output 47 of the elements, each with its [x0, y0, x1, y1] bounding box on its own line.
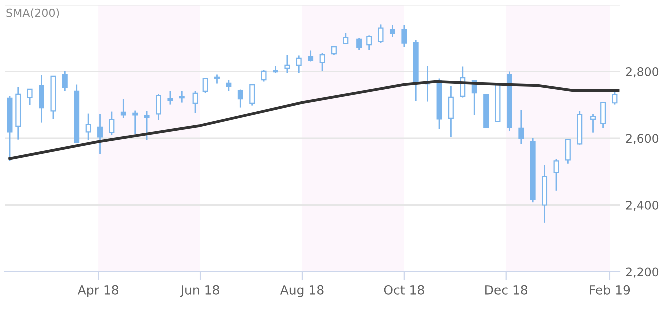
candlestick	[156, 94, 162, 121]
candlestick	[402, 24, 408, 48]
candlestick	[238, 89, 244, 108]
candlestick	[284, 54, 290, 74]
annotation: SMA(200)	[6, 8, 60, 19]
candlestick	[98, 114, 103, 155]
candlestick	[109, 111, 115, 136]
candlestick	[600, 101, 606, 129]
candlestick	[120, 98, 126, 120]
y-tick-label: 2,600	[626, 134, 659, 144]
candlestick	[554, 158, 560, 192]
x-tick-label: Apr 18	[78, 285, 118, 298]
candlestick	[518, 109, 524, 145]
candlestick	[226, 80, 232, 92]
line-series	[8, 80, 620, 160]
candlestick	[320, 52, 326, 72]
candlestick	[168, 90, 174, 106]
candlestick	[202, 78, 208, 94]
x-tick-label: Oct 18	[384, 285, 424, 295]
candlestick	[343, 32, 349, 44]
candlestick	[192, 90, 198, 114]
candlestick	[356, 38, 362, 52]
candlestick	[62, 70, 68, 92]
candlestick	[132, 110, 138, 136]
candlestick	[27, 88, 33, 106]
candlestick	[332, 45, 337, 56]
y-tick-label: 2,400	[626, 200, 659, 212]
candlestick	[144, 110, 150, 142]
candlestick	[366, 35, 372, 52]
candlestick	[612, 92, 618, 106]
candlestick	[39, 74, 44, 124]
candlestick	[261, 70, 267, 82]
y-tick-label: 2,800	[626, 67, 659, 78]
candlestick	[86, 113, 92, 142]
x-tick-label: Aug 18	[280, 285, 324, 298]
candlestick	[565, 138, 571, 165]
candlestick	[250, 83, 256, 106]
candlestick	[590, 114, 596, 134]
x-tick-label: Feb 19	[590, 285, 630, 295]
candlestick	[390, 24, 396, 38]
candlestick	[179, 90, 185, 104]
y-tick-label: 2,200	[626, 268, 659, 278]
candlestick	[378, 24, 384, 44]
candlestick	[214, 74, 220, 84]
x-tick-label: Jun 18	[180, 285, 220, 298]
x-tick-label: Dec 18	[486, 285, 528, 295]
candlestick	[448, 86, 454, 138]
